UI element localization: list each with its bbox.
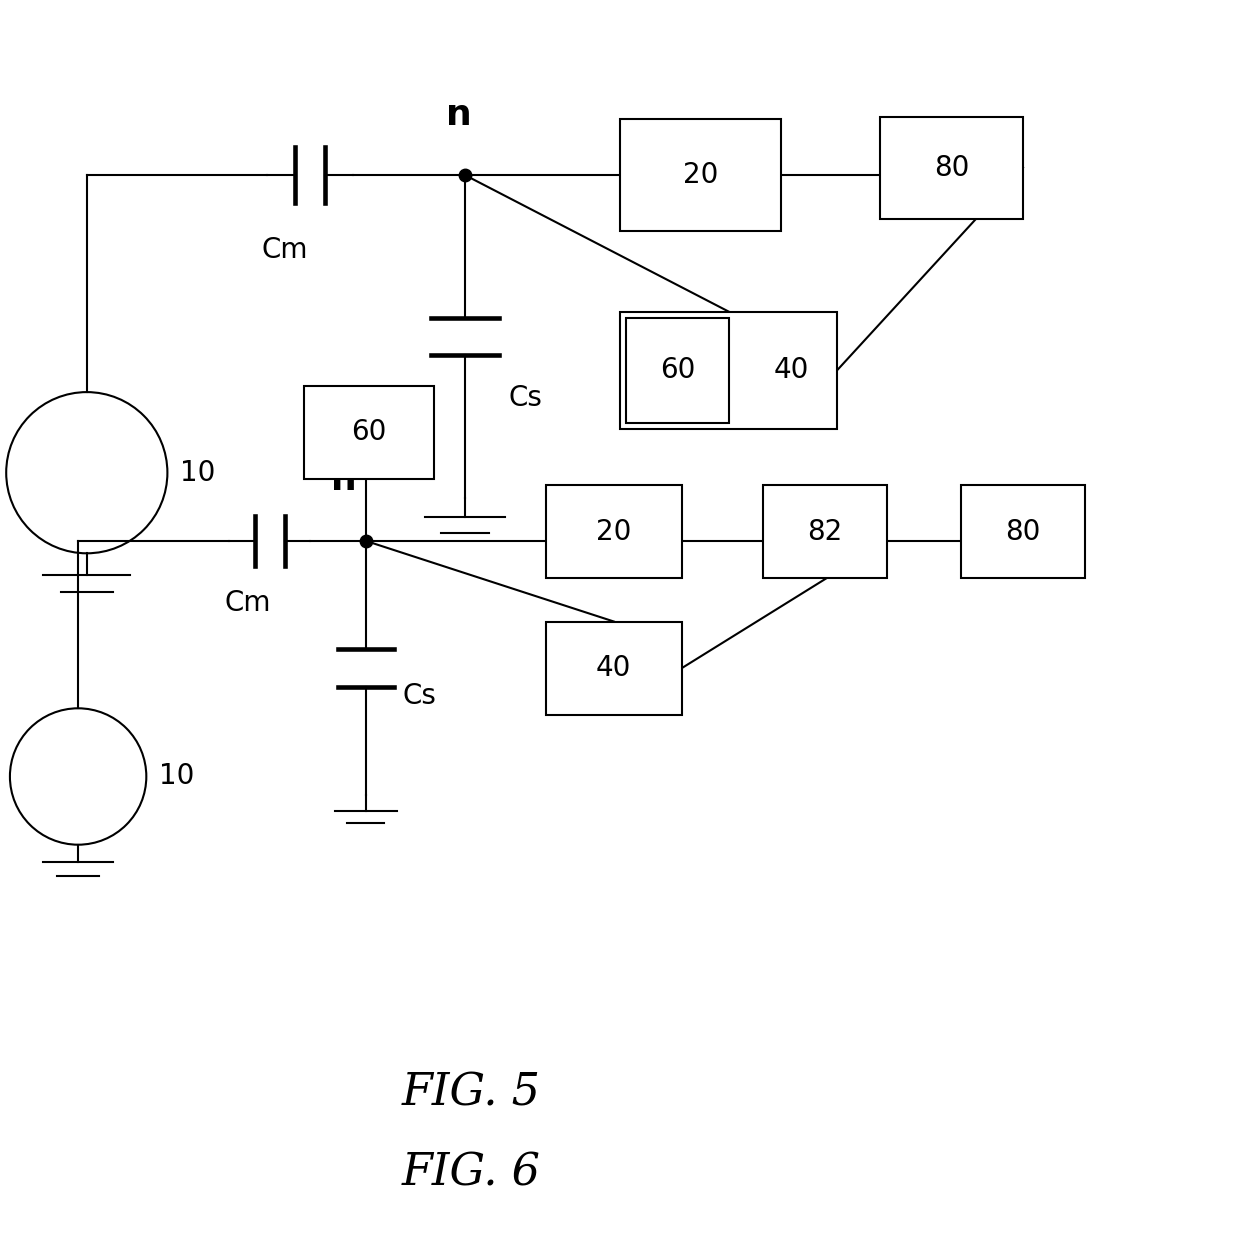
Text: 20: 20 [596, 517, 631, 546]
Bar [620, 119, 781, 231]
Text: 10: 10 [159, 762, 195, 791]
Text: 80: 80 [934, 154, 970, 181]
Text: FIG. 6: FIG. 6 [402, 1152, 541, 1195]
Text: Cm: Cm [262, 235, 309, 264]
Bar [763, 485, 887, 578]
Text: 40: 40 [596, 654, 631, 682]
Bar [961, 485, 1085, 578]
Bar [626, 318, 729, 423]
Text: Cs: Cs [508, 384, 542, 413]
Bar [546, 485, 682, 578]
Text: 60: 60 [351, 419, 387, 446]
Text: 60: 60 [660, 357, 696, 384]
Text: FIG. 5: FIG. 5 [402, 1071, 541, 1114]
Bar [546, 622, 682, 715]
Text: n: n [446, 98, 471, 132]
Bar [304, 385, 434, 479]
Text: 82: 82 [807, 517, 842, 546]
Bar [620, 312, 837, 429]
Text: n: n [331, 464, 357, 497]
Text: Cs: Cs [403, 682, 436, 710]
Text: 10: 10 [180, 459, 216, 487]
Text: 20: 20 [683, 162, 718, 189]
Bar [880, 117, 1023, 219]
Text: Cm: Cm [224, 589, 272, 617]
Text: 80: 80 [1006, 517, 1040, 546]
Text: 40: 40 [774, 357, 810, 384]
